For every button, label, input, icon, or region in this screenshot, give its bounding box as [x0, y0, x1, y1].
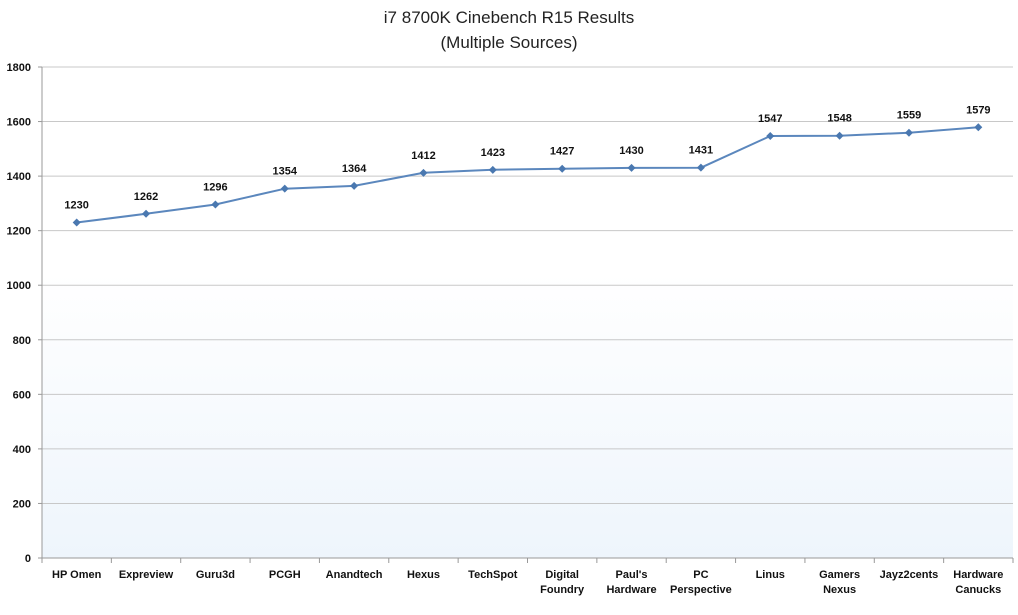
- data-label: 1548: [827, 113, 851, 125]
- data-point: [766, 132, 775, 141]
- chart-title: i7 8700K Cinebench R15 Results: [384, 8, 634, 27]
- x-tick-label: Hexus: [407, 569, 440, 581]
- y-tick-label: 1800: [7, 62, 31, 74]
- x-tick-label: Digital Foundry: [540, 569, 585, 596]
- x-tick-label: HP Omen: [52, 569, 102, 581]
- data-label: 1364: [342, 163, 367, 175]
- chart-subtitle: (Multiple Sources): [441, 33, 578, 52]
- data-point: [72, 218, 81, 227]
- data-point: [280, 184, 289, 193]
- y-tick-label: 600: [13, 389, 31, 401]
- data-point: [142, 209, 151, 218]
- y-tick-label: 1400: [7, 171, 31, 183]
- x-tick-label: Gamers Nexus: [819, 569, 860, 596]
- data-label: 1262: [134, 191, 158, 203]
- data-label: 1296: [203, 181, 227, 193]
- data-label: 1431: [689, 145, 713, 157]
- x-tick-label: TechSpot: [468, 569, 518, 581]
- data-point: [419, 168, 428, 177]
- series-line: [76, 126, 979, 224]
- y-tick-label: 1600: [7, 117, 31, 129]
- data-point: [558, 164, 567, 173]
- data-label: 1427: [550, 146, 574, 158]
- x-tick-label: Hardware Canucks: [953, 569, 1003, 596]
- data-label: 1547: [758, 113, 782, 125]
- data-label: 1354: [273, 166, 298, 178]
- data-label: 1230: [64, 199, 88, 211]
- y-tick-label: 400: [13, 444, 31, 456]
- data-point: [211, 200, 220, 209]
- y-tick-label: 1000: [7, 280, 31, 292]
- data-point: [627, 163, 636, 172]
- data-point: [904, 128, 913, 137]
- plot-area: [42, 67, 1013, 558]
- y-tick-label: 800: [13, 335, 31, 347]
- data-point: [696, 163, 705, 172]
- data-point: [488, 165, 497, 174]
- x-tick-label: PC Perspective: [670, 569, 732, 596]
- x-tick-label: Expreview: [119, 569, 174, 581]
- data-label: 1412: [411, 150, 435, 162]
- data-label: 1430: [619, 145, 643, 157]
- data-point: [974, 123, 983, 132]
- y-tick-label: 0: [25, 553, 31, 565]
- x-tick-label: Linus: [756, 569, 785, 581]
- x-tick-label: Anandtech: [326, 569, 383, 581]
- x-tick-label: Paul's Hardware: [606, 569, 656, 596]
- data-label: 1579: [966, 104, 990, 116]
- data-point: [835, 131, 844, 140]
- x-tick-label: Jayz2cents: [880, 569, 939, 581]
- x-tick-label: Guru3d: [196, 569, 235, 581]
- y-tick-label: 200: [13, 498, 31, 510]
- data-label: 1423: [481, 147, 505, 159]
- y-tick-label: 1200: [7, 226, 31, 238]
- data-point: [350, 181, 359, 190]
- data-label: 1559: [897, 110, 921, 122]
- x-tick-label: PCGH: [269, 569, 301, 581]
